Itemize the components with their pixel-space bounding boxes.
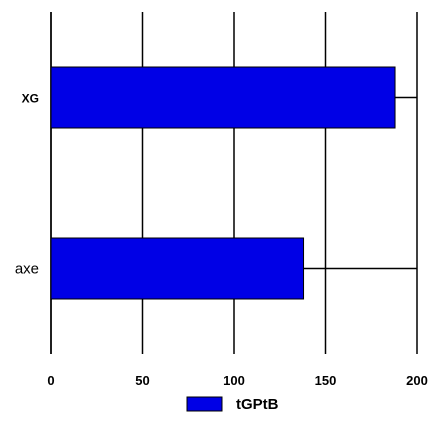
category-labels: XG axe [15,92,39,278]
x-tick-label-200: 200 [406,373,428,388]
bars [50,66,396,300]
legend-label-tgptb: tGPtB [236,396,279,413]
x-tick-label-50: 50 [135,373,149,388]
category-label-xg: XG [22,92,39,106]
x-tick-label-0: 0 [47,373,54,388]
x-tick-labels: 0 50 100 150 200 [47,373,427,388]
bar-xg[interactable] [50,66,396,129]
legend[interactable]: tGPtB [186,396,279,413]
grid-lines [50,12,418,354]
legend-swatch-tgptb [186,396,223,412]
x-tick-label-100: 100 [223,373,245,388]
x-tick-label-150: 150 [315,373,337,388]
bar-axe[interactable] [50,237,305,300]
category-label-axe: axe [15,261,39,278]
